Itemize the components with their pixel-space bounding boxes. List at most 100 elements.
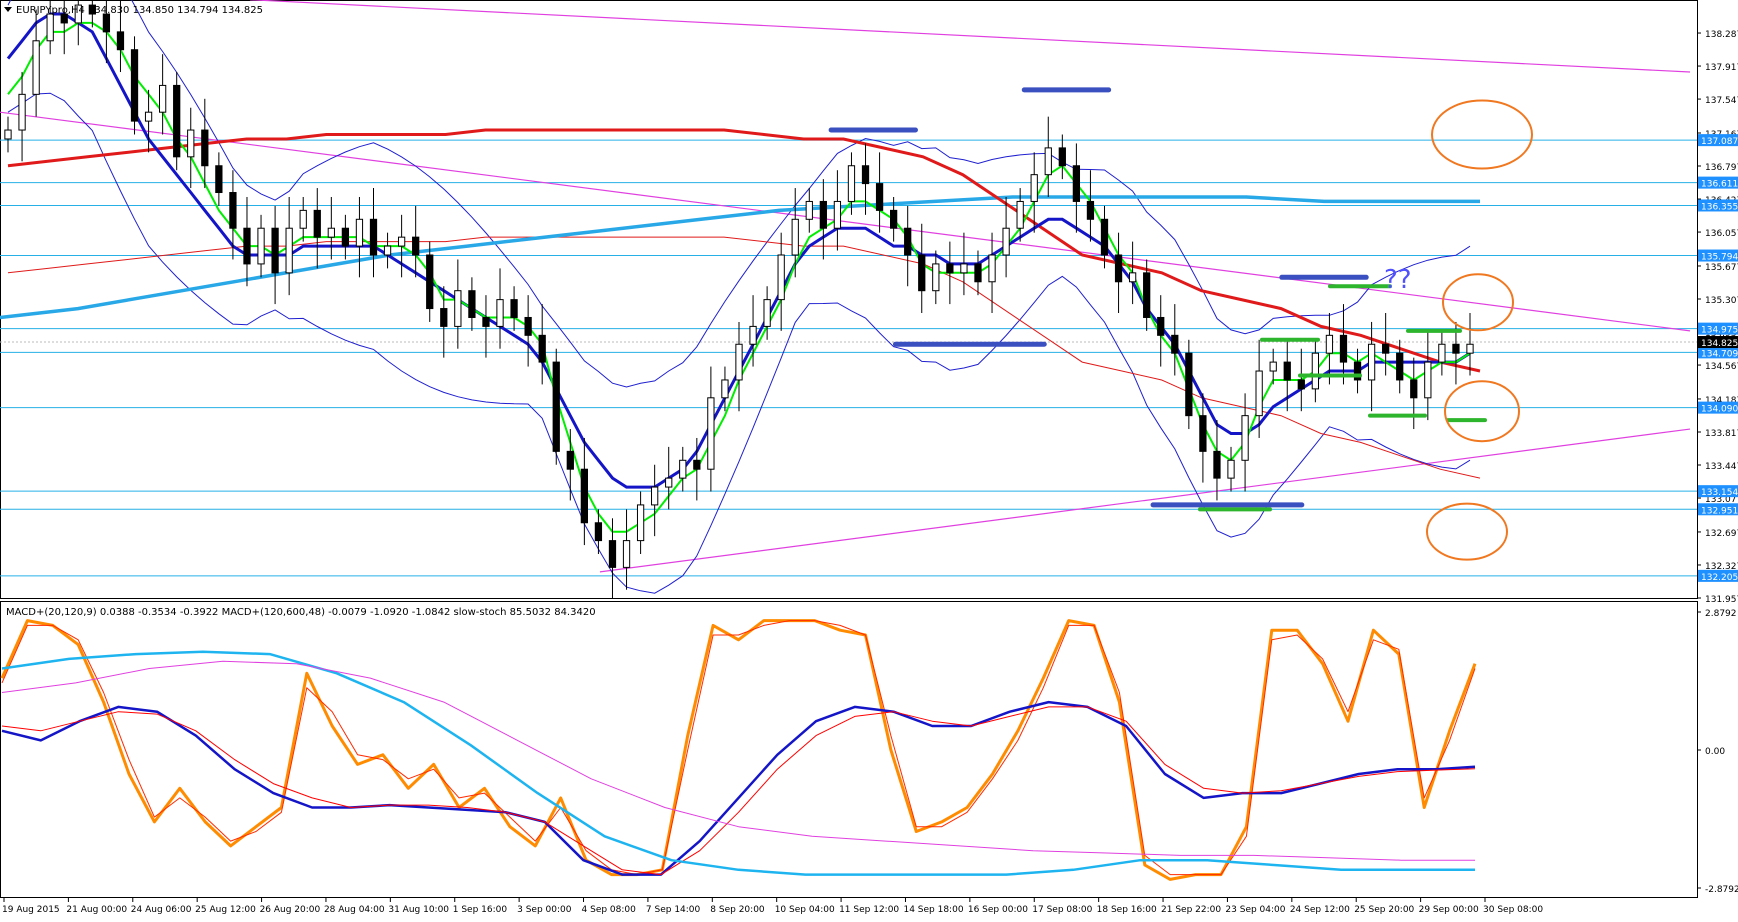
candle-body <box>159 84 167 113</box>
price-tick-label: 132.327 <box>1705 562 1738 572</box>
time-tick-label: 18 Sep 16:00 <box>1097 905 1157 915</box>
candle-body <box>60 13 68 24</box>
candle-body <box>693 459 701 470</box>
candle-body <box>341 227 350 247</box>
price-level-tag <box>1698 485 1738 498</box>
collapse-triangle-icon[interactable] <box>4 7 12 12</box>
time-tick-label: 25 Sep 20:00 <box>1354 905 1414 915</box>
candle-body <box>1128 272 1137 283</box>
price-level-tag <box>1698 322 1738 335</box>
candle-body <box>721 379 729 399</box>
candle-body <box>88 4 96 15</box>
candle-body <box>1157 316 1165 336</box>
candle-body <box>566 450 574 470</box>
candle-body <box>397 236 406 247</box>
candle-body <box>1255 370 1263 417</box>
stoch-main-line <box>0 619 1477 881</box>
candle-body <box>144 111 153 122</box>
price-tick-label: 132.697 <box>1705 529 1738 539</box>
price-level-tag <box>1698 503 1738 516</box>
time-tick-label: 4 Sep 08:00 <box>582 905 637 915</box>
time-tick-label: 24 Sep 12:00 <box>1290 905 1350 915</box>
price-level-tag <box>1698 569 1738 582</box>
bollinger-upper-line <box>7 0 1471 388</box>
current-price-label: 134.825 <box>1701 339 1738 349</box>
candle-body <box>1396 352 1404 381</box>
candle-body <box>257 227 265 265</box>
candle-body <box>1382 343 1390 354</box>
candle-body <box>32 40 40 95</box>
candle-body <box>1410 379 1418 399</box>
candle-body <box>313 209 321 238</box>
trend-line <box>249 0 1691 73</box>
bollinger-lower-line <box>7 92 1471 594</box>
highlight-circle <box>1426 502 1508 561</box>
candle-body <box>861 165 870 185</box>
candle-body <box>201 129 209 167</box>
macd-slow-line <box>1 650 1475 876</box>
candle-body <box>1016 200 1024 229</box>
candle-body <box>1058 147 1066 167</box>
candle-body <box>1339 334 1348 363</box>
candle-body <box>1185 352 1193 417</box>
price-level-label: 137.087 <box>1701 137 1738 147</box>
price-tick-label: 138.287 <box>1705 30 1738 40</box>
candle-body <box>763 299 771 327</box>
candle-body <box>173 84 181 158</box>
candle-body <box>524 316 532 336</box>
candle-body <box>355 218 364 247</box>
candle-body <box>749 325 757 345</box>
candle-body <box>552 361 560 452</box>
candle-body <box>833 200 842 229</box>
candle-body <box>299 209 307 229</box>
price-tick-label: 133.077 <box>1705 495 1738 505</box>
candle-body <box>538 334 546 363</box>
candle-body <box>1283 361 1291 381</box>
trend-line <box>0 111 1691 332</box>
indicator-tick-label: -2.8792 <box>1705 885 1738 895</box>
time-tick-label: 10 Sep 04:00 <box>775 905 835 915</box>
macd-slow-signal-line <box>1 660 1475 861</box>
price-level-tag <box>1698 134 1738 147</box>
candle-body <box>819 200 827 229</box>
candle-body <box>974 263 982 283</box>
time-tick-label: 23 Sep 04:00 <box>1225 905 1285 915</box>
candle-body <box>890 209 898 229</box>
time-tick-label: 21 Sep 22:00 <box>1161 905 1221 915</box>
candle-body <box>777 254 785 301</box>
candle-body <box>1030 174 1038 202</box>
candle-body <box>988 254 996 283</box>
candle-body <box>1353 361 1362 381</box>
candle-body <box>707 397 715 470</box>
price-level-label: 132.205 <box>1701 573 1738 583</box>
candle-body <box>594 522 603 542</box>
candle-body <box>805 200 813 220</box>
candle-body <box>1114 254 1123 283</box>
candle-body <box>215 165 223 194</box>
candle-body <box>1311 352 1319 390</box>
candle-body <box>412 236 420 256</box>
time-tick-label: 16 Sep 00:00 <box>968 905 1028 915</box>
time-tick-label: 1 Sep 16:00 <box>453 905 508 915</box>
highlight-circle <box>1442 273 1514 332</box>
candle-body <box>187 129 195 158</box>
candle-body <box>130 49 139 122</box>
price-layer <box>0 0 1697 599</box>
indicator-tick-label: 0.00 <box>1705 747 1725 757</box>
candle-body <box>1199 415 1207 452</box>
candle-body <box>791 218 799 256</box>
candle-body <box>1269 361 1277 372</box>
time-tick-label: 14 Sep 18:00 <box>903 905 963 915</box>
candle-body <box>440 308 448 327</box>
price-tick-label: 136.057 <box>1705 229 1738 239</box>
candle-body <box>1297 379 1305 390</box>
candle-body <box>946 263 954 274</box>
candle-body <box>1100 218 1109 256</box>
candle-body <box>285 227 293 274</box>
price-tick-label: 135.307 <box>1705 296 1738 306</box>
price-tick-label: 135.677 <box>1705 263 1738 273</box>
macd-fast-line <box>1 700 1476 876</box>
price-tick-label: 133.447 <box>1705 462 1738 472</box>
